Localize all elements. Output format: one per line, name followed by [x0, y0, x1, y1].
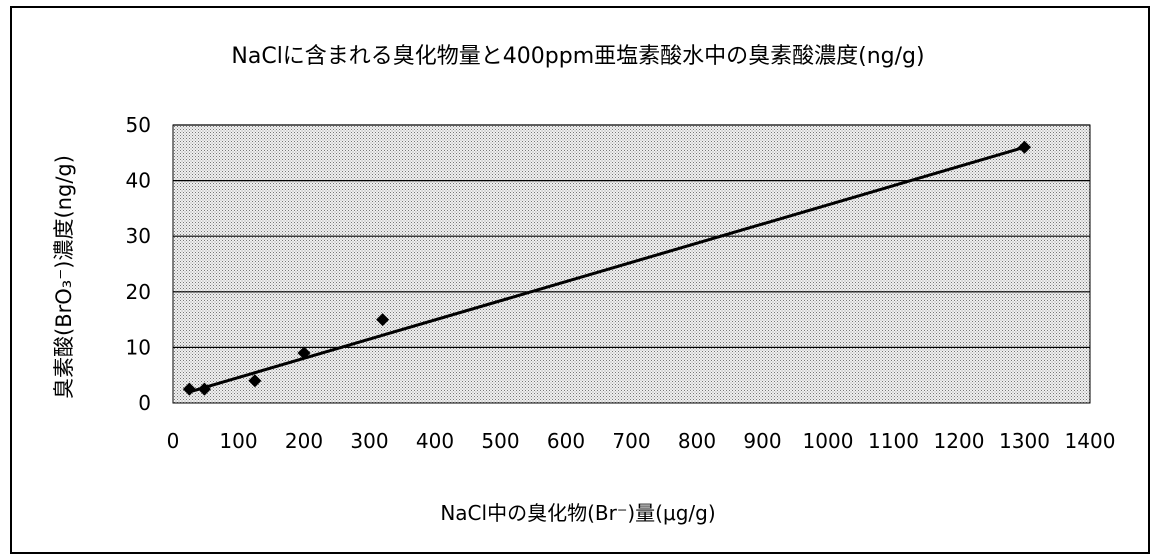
data-point	[376, 313, 390, 327]
x-tick-label: 200	[285, 429, 323, 453]
y-tick-labels: 0 10 20 30 40 50	[126, 113, 151, 415]
x-tick-label: 900	[743, 429, 781, 453]
x-tick-label: 1400	[1065, 429, 1116, 453]
y-tick-label: 10	[126, 335, 151, 359]
gridlines	[173, 124, 1090, 348]
x-tick-label: 800	[678, 429, 716, 453]
y-tick-label: 50	[126, 113, 151, 137]
plot-area	[172, 124, 1091, 404]
x-tick-label: 0	[167, 429, 180, 453]
x-tick-label: 1300	[999, 429, 1050, 453]
x-tick-label: 500	[481, 429, 519, 453]
x-tick-label: 100	[219, 429, 257, 453]
x-tick-label: 300	[350, 429, 388, 453]
x-tick-label: 1200	[934, 429, 985, 453]
trendline	[188, 145, 1025, 394]
y-tick-label: 20	[126, 280, 151, 304]
y-tick-label: 0	[138, 391, 151, 415]
data-point	[1018, 140, 1031, 154]
x-tick-labels: 0 100 200 300 400 500 600 700 800 900 1000 1100 1200…	[167, 429, 1116, 453]
data-point	[197, 382, 211, 396]
x-tick-label: 700	[612, 429, 650, 453]
data-point	[297, 346, 311, 360]
data-points	[182, 140, 1031, 396]
x-tick-label: 400	[416, 429, 454, 453]
chart-title: NaClに含まれる臭化物量と400ppm亜塩素酸水中の臭素酸濃度(ng/g)	[231, 44, 925, 69]
x-tick-label: 1000	[803, 429, 854, 453]
y-tick-label: 40	[126, 169, 151, 193]
x-tick-label: 600	[547, 429, 585, 453]
y-tick-label: 30	[126, 224, 151, 248]
x-tick-label: 1100	[868, 429, 919, 453]
data-point	[248, 374, 262, 388]
x-axis-label: NaCl中の臭化物(Br⁻)量(μg/g)	[440, 501, 716, 525]
data-point	[182, 382, 196, 396]
